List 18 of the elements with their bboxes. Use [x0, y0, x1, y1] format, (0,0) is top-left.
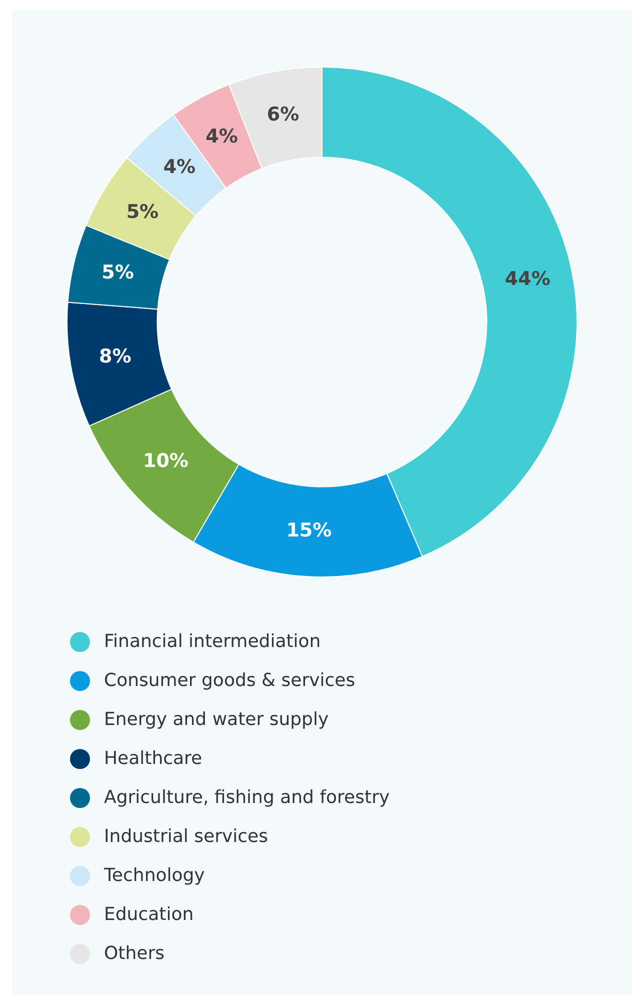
data-label: 4%: [163, 156, 196, 178]
data-label: 5%: [102, 261, 134, 284]
legend-label: Others: [104, 943, 164, 964]
legend-label: Financial intermediation: [104, 631, 321, 652]
data-label: 6%: [266, 104, 300, 126]
data-label: 15%: [286, 519, 332, 542]
legend-label: Consumer goods & services: [104, 670, 356, 691]
data-label: 5%: [126, 201, 159, 224]
legend-label: Industrial services: [104, 826, 268, 847]
data-label: 44%: [504, 268, 550, 290]
legend-label: Agriculture, fishing and forestry: [104, 787, 390, 808]
data-label: 8%: [99, 346, 132, 368]
legend-label: Healthcare: [104, 748, 202, 769]
legend-label: Energy and water supply: [104, 709, 329, 730]
legend-label: Education: [104, 904, 194, 925]
legend-label: Technology: [104, 865, 205, 886]
data-label: 4%: [206, 126, 238, 148]
data-label: 10%: [142, 450, 188, 472]
